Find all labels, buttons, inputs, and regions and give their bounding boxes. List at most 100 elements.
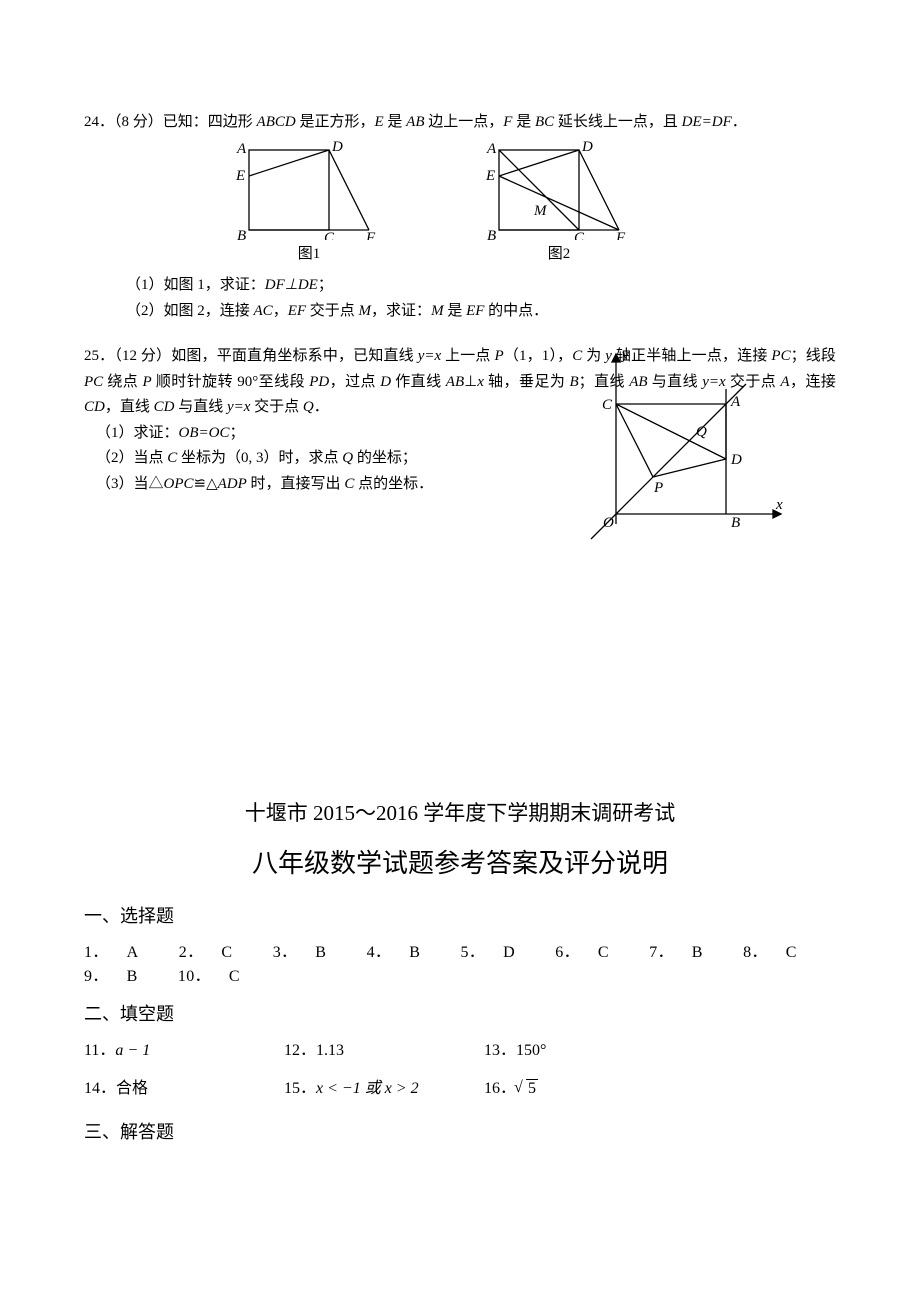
lbl: Q [696,424,707,440]
fill-16: 16．5 [484,1074,684,1098]
lbl: F [365,230,376,240]
lbl: D [730,452,742,468]
fill-12: 12．1.13 [284,1036,484,1060]
fill-row-2: 14．合格 15．x < −1 或 x > 2 16．5 [84,1074,836,1098]
t: PD [309,374,329,390]
lbl: A [486,141,497,157]
t: 坐标为（0, 3）时，求点 [177,450,342,466]
t: ADP [218,476,247,492]
mc-answers: 1．A 2．C 3．B 4．B 5．D 6．C 7．B 8．C 9．B 10．C [84,938,836,986]
fig2-caption: 图2 [548,242,571,268]
lbl: M [533,203,548,219]
mc-10: 10．C [178,962,258,986]
t: ． [732,114,747,130]
t: 绕点 [103,374,142,390]
t: ； [229,425,244,441]
t: y=x [418,348,441,364]
problem-24: 24．（8 分）已知：四边形 ABCD 是正方形，E 是 AB 边上一点，F 是… [84,110,836,324]
t: DE=DF [682,114,732,130]
section-2-heading: 二、填空题 [84,1000,836,1026]
t: ⊥ [464,374,477,390]
p24-q2: （2）如图 2，连接 AC，EF 交于点 M，求证：M 是 EF 的中点． [84,299,836,325]
fill-15: 15．x < −1 或 x > 2 [284,1074,484,1098]
t: 是 [444,303,467,319]
t: ABCD [257,114,296,130]
lbl: D [581,140,593,155]
t: CD [84,399,105,415]
fill-13: 13．150° [484,1036,684,1060]
fill-14: 14．合格 [84,1074,284,1098]
figure-1: A D E B C F 图1 [234,140,384,268]
t: （1，1） [504,348,557,364]
t: P [142,374,151,390]
lbl: E [235,168,245,184]
fill-row-1: 11．a − 1 12．1.13 13．150° [84,1036,836,1060]
t: （1）如图 1，求证： [126,277,265,293]
t: ， [273,303,288,319]
p24-figures: A D E B C F 图1 [84,140,836,268]
t: 如图，平面直角坐标系中，已知直线 [171,348,418,364]
fig1-caption: 图1 [298,242,321,268]
lbl: B [237,228,246,240]
fill-answers: 11．a − 1 12．1.13 13．150° 14．合格 15．x < −1… [84,1036,836,1098]
t: x [477,374,484,390]
t: 已知：四边形 [163,114,257,130]
t: 与直线 [174,399,227,415]
figure-2-svg: A D E B C F M [484,140,634,240]
page: 24．（8 分）已知：四边形 ABCD 是正方形，E 是 AB 边上一点，F 是… [0,0,920,1214]
mc-6: 6．C [555,938,627,962]
t: CD [154,399,175,415]
t: C [167,450,177,466]
t: 交于点 [250,399,303,415]
t: E [374,114,383,130]
t: EF [466,303,484,319]
t: （2）如图 2，连接 [126,303,254,319]
mc-2: 2．C [179,938,251,962]
lbl: F [615,230,626,240]
mc-7: 7．B [649,938,721,962]
t: AB [446,374,464,390]
lbl: P [653,480,663,496]
p24-score: （8 分） [114,114,163,130]
t: （3）当△ [96,476,164,492]
lbl: B [487,228,496,240]
t: AC [254,303,273,319]
lbl: B [731,515,740,531]
t: ，求证： [371,303,431,319]
lbl: D [331,140,343,155]
t: 的中点． [484,303,548,319]
lbl: A [730,394,741,410]
t: 作直线 [391,374,446,390]
t: EF [288,303,306,319]
mc-9: 9．B [84,962,156,986]
mc-5: 5．D [461,938,533,962]
t: M [359,303,372,319]
t: 是 [512,114,535,130]
t: P [494,348,503,364]
figure-2: A D E B C F M 图2 [484,140,634,268]
t: 是正方形， [296,114,375,130]
t: M [431,303,444,319]
t: （2）当点 [96,450,167,466]
section-3-heading: 三、解答题 [84,1118,836,1144]
lbl: x [775,497,783,513]
p25-score: （12 分） [114,348,171,364]
t: ，直线 [105,399,154,415]
t: Q [303,399,314,415]
lbl: C [324,230,335,240]
mc-8: 8．C [743,938,815,962]
lbl: C [602,397,613,413]
t: 延长线上一点，且 [554,114,682,130]
t: 边上一点， [425,114,504,130]
t: PC [84,374,103,390]
p25-num: 25． [84,348,114,364]
t: ； [318,277,333,293]
t: 时，直接写出 [247,476,345,492]
lbl: C [574,230,585,240]
p25-graph: O x y C A D B P Q [576,344,796,544]
answers-title: 十堰市 2015～2016 学年度下学期期末调研考试 [84,797,836,827]
t: AB [406,114,424,130]
t: 点的坐标． [354,476,433,492]
t: Q [342,450,353,466]
p24-q1: （1）如图 1，求证：DF⊥DE； [84,273,836,299]
